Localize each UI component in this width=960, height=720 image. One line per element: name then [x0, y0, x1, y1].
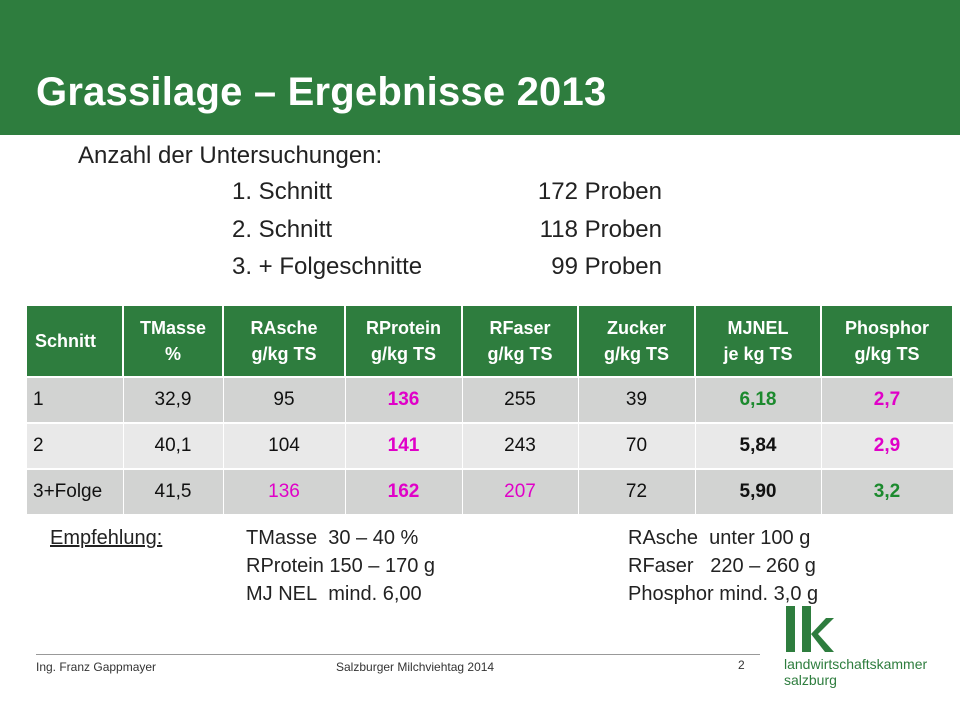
results-table: Schnitt TMasse% RAsche g/kg TS RProtein g/…	[27, 306, 954, 514]
table-cell: 6,18	[695, 376, 822, 423]
logo-line: salzburg	[784, 672, 837, 688]
table-row: 3+Folge 41,5 136 162 207 72 5,90 3,2	[27, 468, 954, 514]
count-label: 1. Schnitt	[232, 178, 333, 205]
table-header-row: Schnitt TMasse% RAsche g/kg TS RProtein g/…	[27, 306, 954, 377]
column-header: TMasse%	[123, 306, 224, 377]
logo-text: landwirtschaftskammer salzburg	[784, 656, 927, 688]
recommendation-item: Phosphor mind. 3,0 g	[628, 583, 819, 605]
table-cell: 32,9	[123, 376, 224, 423]
column-header: RFaser g/kg TS	[462, 306, 579, 377]
recommendation-item: MJ NEL mind. 6,00	[246, 583, 422, 605]
count-row: 1. Schnitt 172 Proben	[232, 178, 662, 210]
count-value: 118 Proben	[539, 216, 662, 243]
table-cell: 95	[223, 376, 346, 423]
column-header: RAsche g/kg TS	[223, 306, 346, 377]
table-row: 1 32,9 95 136 255 39 6,18 2,7	[27, 376, 954, 423]
counts-title: Anzahl der Untersuchungen:	[78, 142, 383, 169]
footer-author: Ing. Franz Gappmayer	[36, 660, 157, 674]
recommendation-item: RProtein 150 – 170 g	[246, 555, 436, 577]
column-header: Phosphor g/kg TS	[821, 306, 954, 377]
table-cell: 104	[223, 422, 346, 469]
footer-event: Salzburger Milchviehtag 2014	[336, 660, 495, 674]
table-cell: 2	[27, 422, 124, 469]
recommendation-item: TMasse 30 – 40 %	[246, 527, 419, 549]
count-value: 99 Proben	[551, 253, 662, 280]
table-cell: 5,84	[695, 422, 822, 469]
table-cell: 255	[462, 376, 579, 423]
lk-logo-icon	[786, 606, 834, 652]
logo-line: landwirtschaftskammer	[784, 656, 928, 672]
page-number: 2	[738, 658, 745, 672]
table-cell: 3,2	[821, 468, 954, 514]
title-bar: Grassilage – Ergebnisse 2013	[0, 0, 960, 135]
table-cell: 72	[578, 468, 696, 514]
count-label: 2. Schnitt	[232, 216, 333, 243]
slide-title: Grassilage – Ergebnisse 2013	[36, 70, 607, 114]
table-cell: 40,1	[123, 422, 224, 469]
recommendation-item: RFaser 220 – 260 g	[628, 555, 816, 577]
recommendation-item: RAsche unter 100 g	[628, 527, 811, 549]
table-cell: 162	[345, 468, 463, 514]
footer-divider	[36, 654, 760, 655]
table-cell: 3+Folge	[27, 468, 124, 514]
column-header: Schnitt	[27, 306, 124, 377]
table-cell: 1	[27, 376, 124, 423]
table-cell: 70	[578, 422, 696, 469]
table-row: 2 40,1 104 141 243 70 5,84 2,9	[27, 422, 954, 469]
column-header: RProtein g/kg TS	[345, 306, 463, 377]
table-cell: 141	[345, 422, 463, 469]
table-cell: 243	[462, 422, 579, 469]
table-cell: 41,5	[123, 468, 224, 514]
table-cell: 2,9	[821, 422, 954, 469]
column-header: MJNEL je kg TS	[695, 306, 822, 377]
count-row: 2. Schnitt 118 Proben	[232, 216, 662, 248]
count-row: 3. + Folgeschnitte 99 Proben	[232, 253, 662, 285]
table-cell: 207	[462, 468, 579, 514]
column-header: Zucker g/kg TS	[578, 306, 696, 377]
count-label: 3. + Folgeschnitte	[232, 253, 423, 280]
recommendation-label: Empfehlung:	[50, 527, 163, 549]
table-cell: 2,7	[821, 376, 954, 423]
count-value: 172 Proben	[537, 178, 662, 205]
table-cell: 5,90	[695, 468, 822, 514]
table-cell: 39	[578, 376, 696, 423]
table-cell: 136	[223, 468, 346, 514]
table-cell: 136	[345, 376, 463, 423]
